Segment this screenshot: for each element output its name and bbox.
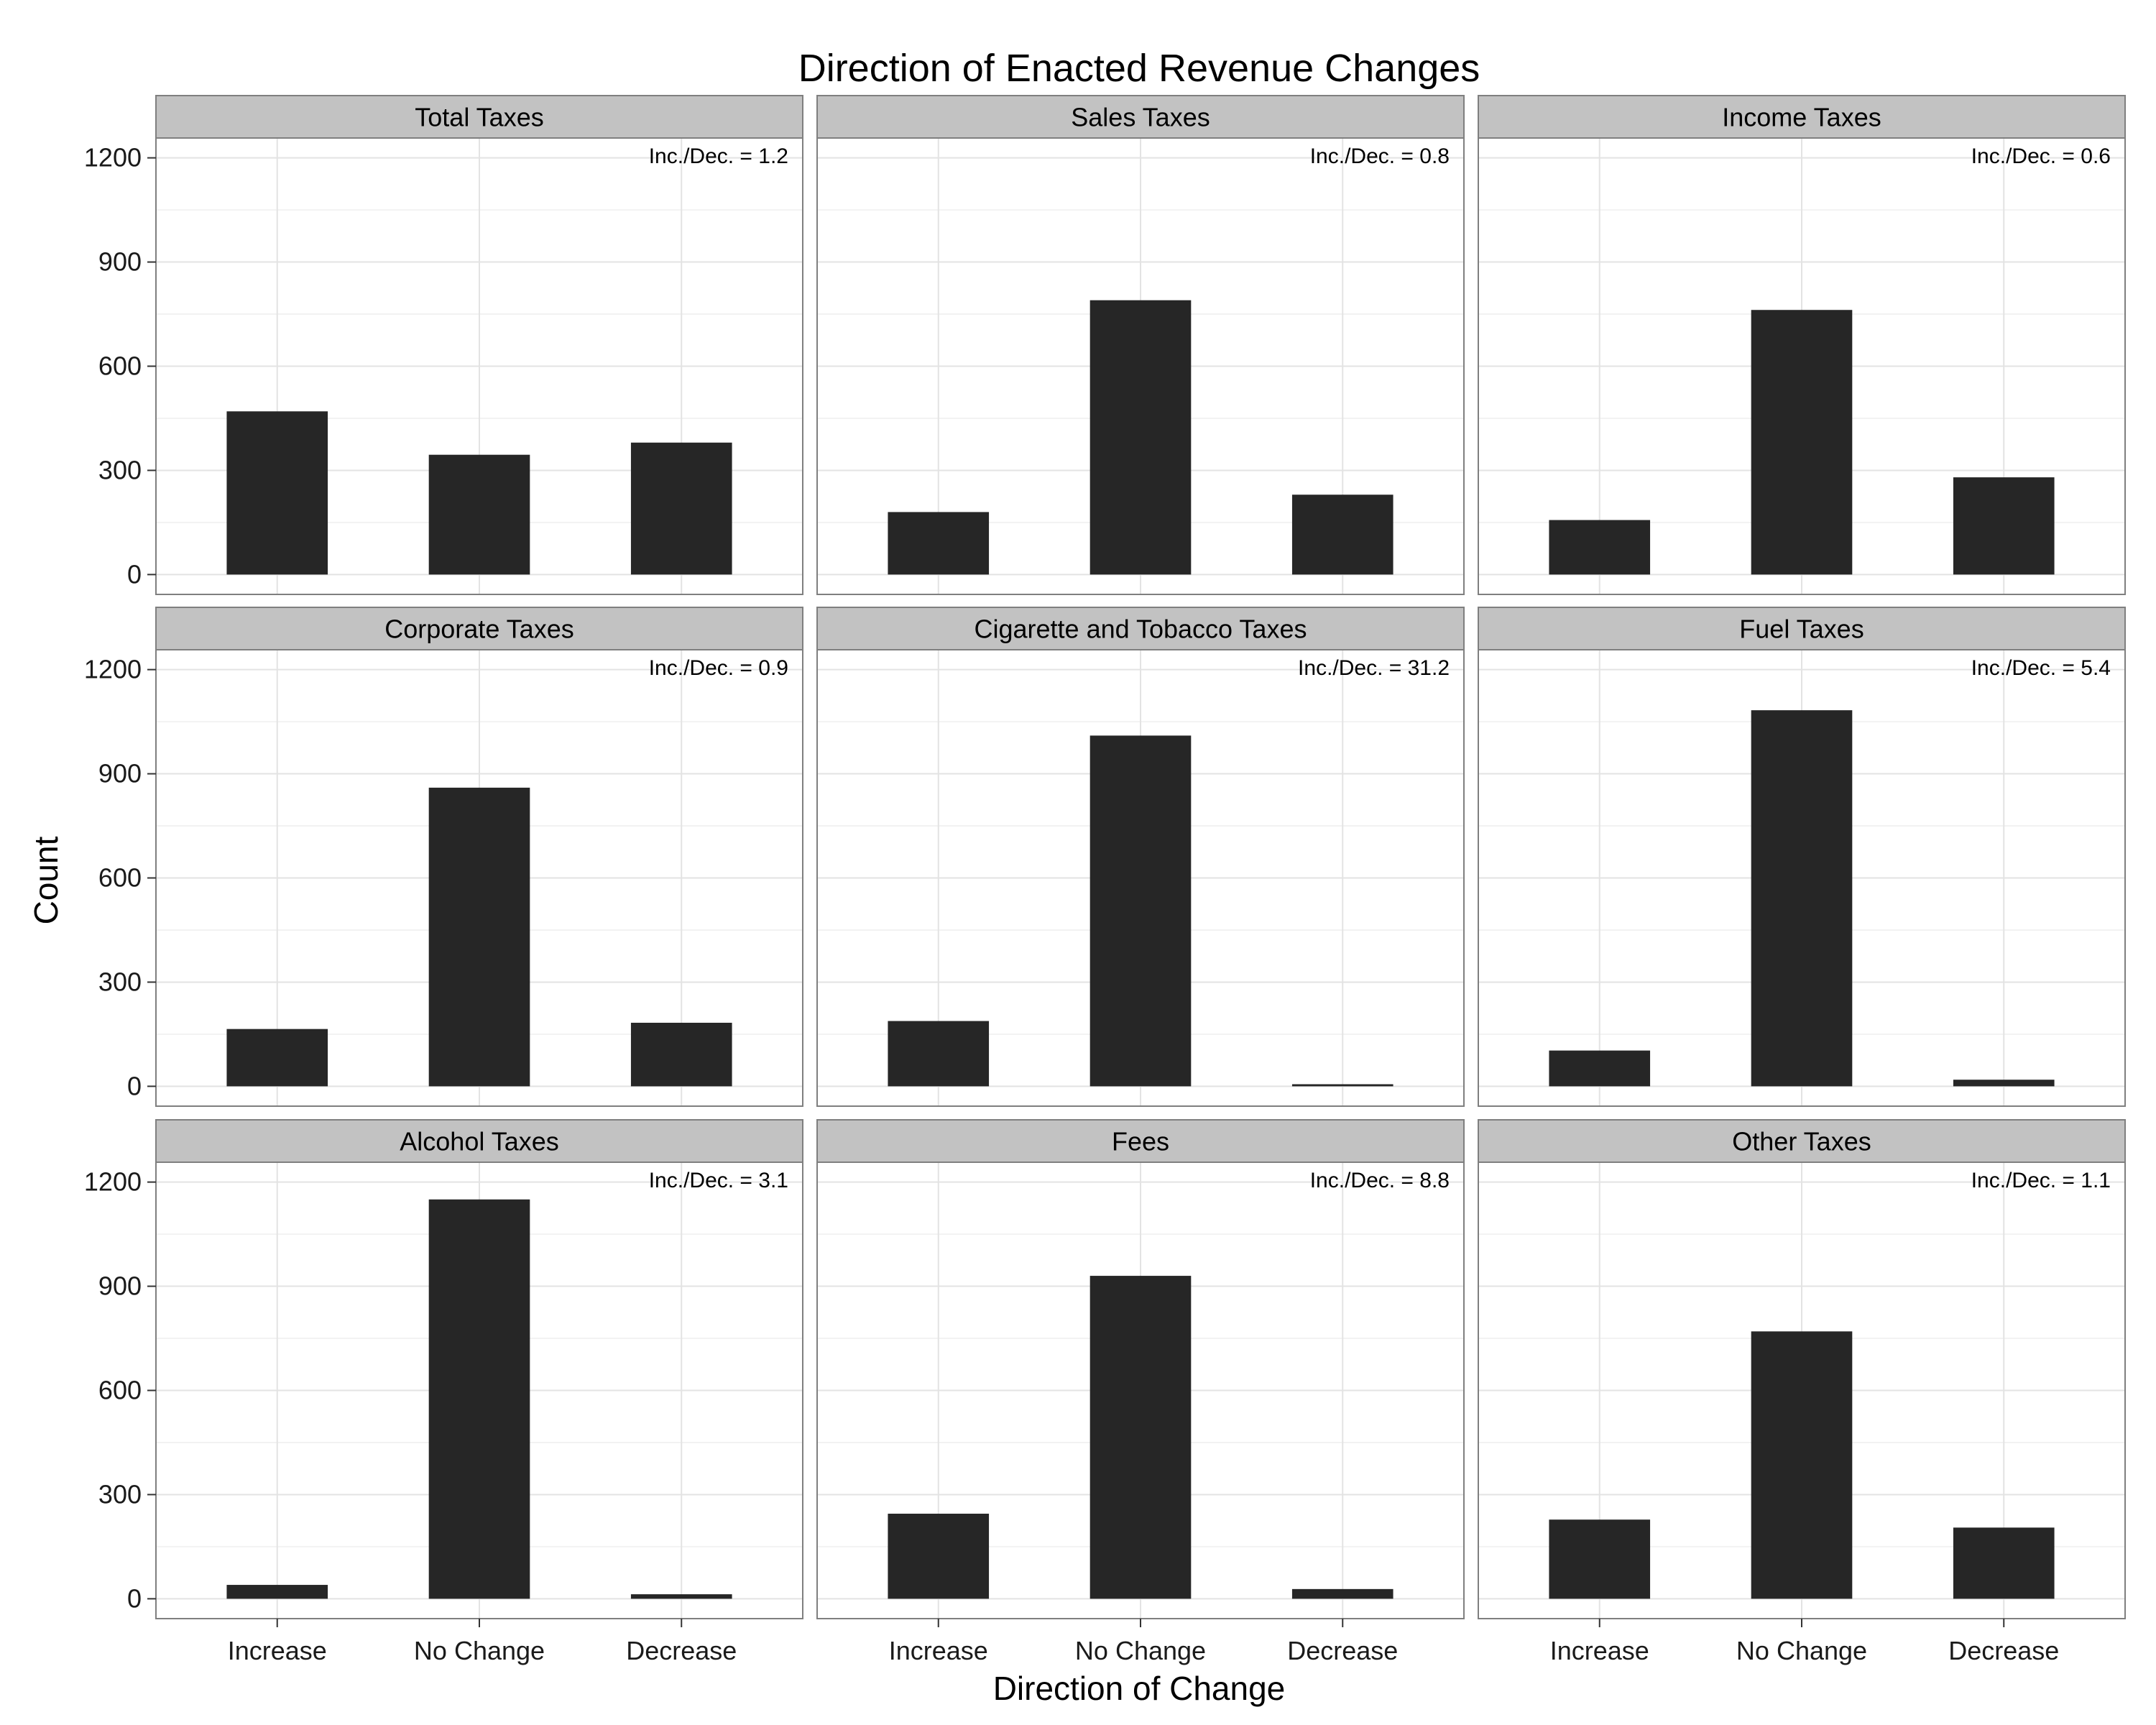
facet-strip-label: Cigarette and Tobacco Taxes [975, 615, 1307, 644]
ratio-annotation: Inc./Dec. = 1.2 [649, 144, 788, 168]
facet-strip-label: Sales Taxes [1071, 103, 1210, 132]
facet-strip-label: Alcohol Taxes [400, 1127, 558, 1156]
x-tick-label: Increase [1550, 1636, 1649, 1665]
facet-panel: Fuel Taxes Inc./Dec. = 5.4 [1478, 607, 2126, 1107]
y-tick-label: 600 [98, 1376, 142, 1405]
facet-panel: Other Taxes Inc./Dec. = 1.1 Increase No Cha… [1478, 1119, 2126, 1665]
facet-strip [155, 607, 803, 650]
facet-strip [155, 95, 803, 139]
panel-border [1478, 137, 2126, 595]
x-axis-title: Direction of Change [993, 1670, 1286, 1707]
bar-increase [888, 1514, 990, 1599]
bar-no-change [1751, 710, 1853, 1087]
facet-panels: Total Taxes Inc./Dec. = 1.2 0 300 600 900 1200… [84, 95, 2126, 1665]
y-tick-label: 900 [98, 247, 142, 277]
ratio-annotation: Inc./Dec. = 8.8 [1310, 1169, 1450, 1192]
bar-decrease [1291, 1588, 1393, 1599]
ratio-annotation: Inc./Dec. = 5.4 [1971, 656, 2111, 680]
facet-panel: Corporate Taxes Inc./Dec. = 0.9 0 300 600 900… [84, 607, 803, 1107]
bar-decrease [1953, 477, 2055, 575]
bar-increase [1549, 1050, 1651, 1087]
y-tick-label: 300 [98, 1479, 142, 1509]
bar-no-change [1751, 310, 1853, 575]
facet-strip-label: Other Taxes [1732, 1127, 1871, 1156]
x-tick-label: Decrease [1287, 1636, 1398, 1665]
y-tick-label: 1200 [84, 143, 142, 172]
facet-panel: Alcohol Taxes Inc./Dec. = 3.1 0 300 600 900 12… [84, 1119, 803, 1665]
y-tick-label: 0 [127, 1583, 142, 1613]
facet-strip [155, 1119, 803, 1163]
y-tick-label: 300 [98, 967, 142, 996]
bar-no-change [1089, 300, 1192, 575]
bar-no-change [1751, 1331, 1853, 1599]
facet-strip-label: Corporate Taxes [384, 615, 573, 644]
x-tick-label: No Change [414, 1636, 545, 1665]
bar-decrease [1291, 1084, 1393, 1087]
y-tick-label: 900 [98, 759, 142, 788]
y-axis-title: Count [27, 836, 65, 924]
facet-panel: Cigarette and Tobacco Taxes Inc./Dec. = 3… [816, 607, 1465, 1107]
x-tick-label: Decrease [626, 1636, 737, 1665]
x-tick-label: Increase [228, 1636, 327, 1665]
facet-strip [816, 1119, 1465, 1163]
chart-title: Direction of Enacted Revenue Changes [798, 47, 1480, 90]
panel-border [816, 137, 1465, 595]
ratio-annotation: Inc./Dec. = 31.2 [1298, 656, 1450, 680]
bar-decrease [1291, 494, 1393, 575]
bar-increase [1549, 520, 1651, 575]
y-tick-label: 1200 [84, 1167, 142, 1197]
ratio-annotation: Inc./Dec. = 3.1 [649, 1169, 788, 1192]
y-tick-label: 0 [127, 559, 142, 589]
x-tick-label: No Change [1736, 1636, 1867, 1665]
bar-decrease [630, 1022, 732, 1087]
y-tick-label: 600 [98, 863, 142, 893]
facet-strip-label: Fees [1112, 1127, 1169, 1156]
bar-no-change [428, 454, 530, 575]
y-tick-label: 300 [98, 455, 142, 484]
facet-strip [816, 95, 1465, 139]
facet-strip [816, 607, 1465, 650]
bar-increase [226, 1585, 328, 1599]
panel-border [1478, 649, 2126, 1107]
bar-decrease [630, 442, 732, 575]
facet-panel: Fees Inc./Dec. = 8.8 Increase No Change Decr… [816, 1119, 1465, 1665]
panel-border [816, 649, 1465, 1107]
bar-decrease [1953, 1080, 2055, 1087]
y-tick-label: 0 [127, 1071, 142, 1100]
bar-no-change [1089, 735, 1192, 1087]
facet-panel: Income Taxes Inc./Dec. = 0.6 [1478, 95, 2126, 595]
x-tick-label: No Change [1075, 1636, 1206, 1665]
bar-no-change [428, 1199, 530, 1599]
y-tick-label: 1200 [84, 655, 142, 684]
facet-panel: Sales Taxes Inc./Dec. = 0.8 [816, 95, 1465, 595]
ratio-annotation: Inc./Dec. = 0.8 [1310, 144, 1450, 168]
ratio-annotation: Inc./Dec. = 0.6 [1971, 144, 2111, 168]
facet-strip-label: Income Taxes [1722, 103, 1881, 132]
y-tick-label: 900 [98, 1271, 142, 1301]
facet-strip-label: Total Taxes [415, 103, 543, 132]
bar-decrease [1953, 1527, 2055, 1599]
x-tick-label: Increase [889, 1636, 988, 1665]
bar-decrease [630, 1594, 732, 1599]
bar-no-change [428, 787, 530, 1087]
ratio-annotation: Inc./Dec. = 0.9 [649, 656, 788, 680]
bar-increase [226, 411, 328, 575]
bar-increase [888, 1021, 990, 1087]
bar-increase [1549, 1519, 1651, 1599]
y-tick-label: 600 [98, 351, 142, 381]
facet-panel: Total Taxes Inc./Dec. = 1.2 0 300 600 900 1200 [84, 95, 803, 595]
ratio-annotation: Inc./Dec. = 1.1 [1971, 1169, 2111, 1192]
bar-increase [888, 512, 990, 575]
facet-strip [1478, 607, 2126, 650]
facet-strip-label: Fuel Taxes [1739, 615, 1864, 644]
bar-increase [226, 1029, 328, 1087]
facet-strip [1478, 1119, 2126, 1163]
bar-no-change [1089, 1276, 1192, 1599]
x-tick-label: Decrease [1948, 1636, 2059, 1665]
